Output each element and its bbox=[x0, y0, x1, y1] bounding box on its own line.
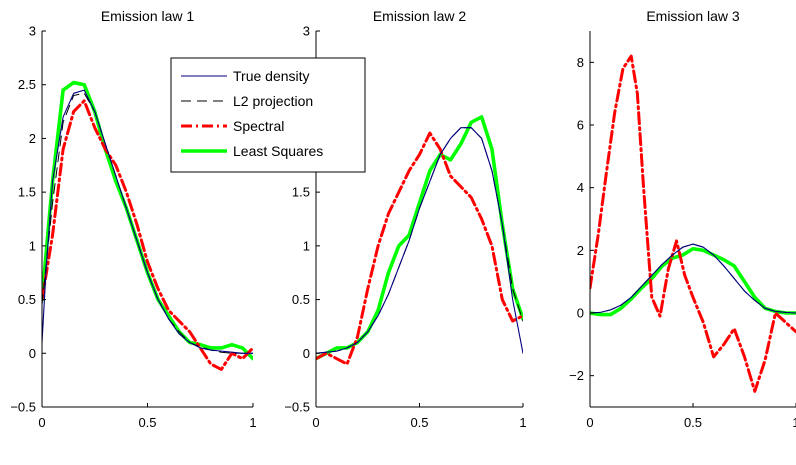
y-tick-label: 2 bbox=[577, 243, 584, 258]
panel-title: Emission law 2 bbox=[373, 8, 467, 24]
y-tick-label: 0 bbox=[577, 306, 584, 321]
x-tick-label: 0 bbox=[312, 415, 319, 430]
x-tick-label: 1 bbox=[519, 415, 526, 430]
x-tick-label: 0.5 bbox=[684, 415, 702, 430]
y-tick-label: 3 bbox=[303, 24, 310, 39]
legend-box bbox=[170, 57, 366, 173]
series-line-true-density bbox=[590, 243, 796, 314]
series-group bbox=[316, 115, 523, 366]
panel-title: Emission law 1 bbox=[101, 8, 195, 24]
y-tick-label: 0.5 bbox=[292, 292, 310, 307]
y-tick-label: −0.5 bbox=[284, 400, 310, 415]
x-tick-label: 0 bbox=[38, 415, 45, 430]
x-tick-label: 0.5 bbox=[138, 415, 156, 430]
y-tick-label: −2 bbox=[569, 368, 584, 383]
y-tick-label: 3 bbox=[29, 24, 36, 39]
series-line-l2-projection bbox=[42, 92, 253, 354]
panel-title: Emission law 3 bbox=[646, 8, 740, 24]
series-line-l2-projection bbox=[590, 243, 796, 314]
y-tick-label: 0.5 bbox=[18, 292, 36, 307]
y-tick-label: 1 bbox=[29, 238, 36, 253]
legend-label: Spectral bbox=[233, 118, 284, 134]
series-line-spectral bbox=[42, 99, 253, 371]
series-group bbox=[42, 80, 253, 371]
x-tick-label: 0.5 bbox=[410, 415, 428, 430]
y-tick-label: −0.5 bbox=[10, 400, 36, 415]
y-tick-label: 0 bbox=[303, 346, 310, 361]
y-tick-label: 8 bbox=[577, 55, 584, 70]
series-line-true-density bbox=[42, 89, 253, 354]
legend-label: Least Squares bbox=[233, 143, 323, 159]
y-tick-label: 1.5 bbox=[292, 185, 310, 200]
y-tick-label: 1.5 bbox=[18, 185, 36, 200]
y-tick-label: 0 bbox=[29, 346, 36, 361]
series-line-true-density bbox=[316, 127, 523, 354]
y-tick-label: 1 bbox=[303, 238, 310, 253]
y-tick-label: 2 bbox=[29, 131, 36, 146]
y-tick-label: 2.5 bbox=[18, 77, 36, 92]
legend-label: True density bbox=[233, 68, 310, 84]
x-tick-label: 1 bbox=[792, 415, 796, 430]
panel-3: −2 0 2 4 6 8 0 0.5 1 Emission law 3 bbox=[569, 8, 796, 430]
series-line-spectral bbox=[590, 54, 796, 393]
y-tick-label: 6 bbox=[577, 118, 584, 133]
series-line-spectral bbox=[316, 131, 523, 366]
series-group bbox=[590, 54, 796, 393]
y-tick-label: 4 bbox=[577, 180, 584, 195]
legend-label: L2 projection bbox=[233, 93, 313, 109]
legend: True density L2 projection Spectral Least S… bbox=[170, 57, 366, 173]
series-line-least-squares bbox=[590, 246, 796, 317]
x-tick-label: 0 bbox=[586, 415, 593, 430]
x-tick-label: 1 bbox=[249, 415, 256, 430]
